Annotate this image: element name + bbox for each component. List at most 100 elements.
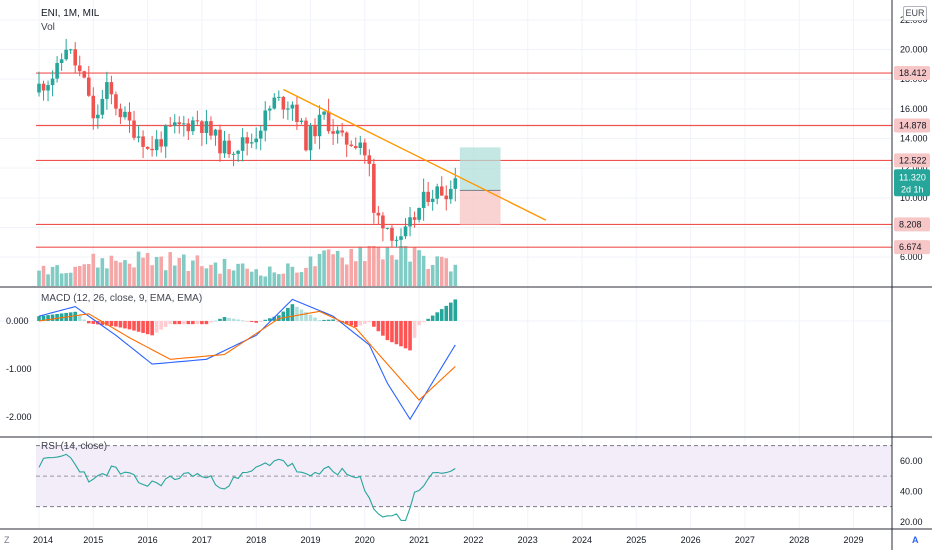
macd-histogram-bar bbox=[50, 314, 55, 321]
candle-body bbox=[249, 142, 254, 144]
macd-histogram-bar bbox=[55, 313, 59, 321]
volume-bar bbox=[426, 268, 430, 286]
price-level-badge-label: 18.412 bbox=[899, 68, 927, 78]
time-axis-tick: 2027 bbox=[735, 535, 755, 545]
macd-histogram-bar bbox=[37, 316, 41, 321]
candle-body bbox=[399, 236, 403, 240]
candle-body bbox=[363, 142, 367, 156]
volume-bar bbox=[331, 254, 335, 286]
macd-histogram-bar bbox=[267, 318, 272, 321]
macd-pane[interactable] bbox=[37, 298, 458, 421]
volume-bar bbox=[322, 250, 326, 286]
macd-histogram-bar bbox=[150, 320, 154, 336]
candle-body bbox=[421, 191, 426, 208]
macd-histogram-bar bbox=[408, 320, 412, 351]
candle-body bbox=[403, 226, 408, 237]
price-level-badge bbox=[894, 217, 930, 232]
volume-bar bbox=[127, 263, 132, 286]
candle-body bbox=[313, 126, 317, 137]
time-axis-tick: 2015 bbox=[83, 535, 103, 545]
candle-body bbox=[118, 108, 123, 118]
macd-histogram-bar bbox=[86, 320, 91, 324]
candle-body bbox=[430, 198, 435, 202]
macd-histogram-bar bbox=[313, 317, 317, 321]
volume-bar bbox=[367, 246, 372, 286]
time-axis-tick: 2018 bbox=[246, 535, 266, 545]
candle-body bbox=[213, 129, 218, 136]
macd-histogram-bar bbox=[41, 315, 46, 321]
volume-bar bbox=[209, 264, 213, 286]
macd-histogram-bar bbox=[195, 320, 200, 325]
candle-body bbox=[154, 139, 159, 151]
price-pane[interactable] bbox=[36, 38, 892, 286]
volume-bar bbox=[68, 272, 73, 286]
macd-axis-tick: -2.000 bbox=[6, 412, 32, 422]
macd-histogram-bar bbox=[426, 318, 430, 321]
volume-bar bbox=[358, 246, 363, 286]
rsi-axis-tick: 60.00 bbox=[900, 456, 923, 466]
candle-body bbox=[123, 111, 127, 118]
candle-body bbox=[209, 121, 213, 136]
macd-histogram-bar bbox=[209, 320, 213, 323]
candle-body bbox=[200, 121, 204, 133]
volume-bar bbox=[231, 270, 236, 286]
volume-bar bbox=[123, 260, 127, 286]
macd-histogram-bar bbox=[372, 320, 376, 327]
time-axis-tick: 2026 bbox=[681, 535, 701, 545]
candle-body bbox=[191, 120, 195, 132]
volume-bar bbox=[86, 264, 91, 286]
candle-body bbox=[204, 121, 209, 133]
macd-histogram-bar bbox=[390, 320, 394, 343]
macd-histogram-bar bbox=[385, 320, 390, 341]
price-level-badge bbox=[894, 66, 930, 81]
candle-body bbox=[435, 186, 439, 199]
candle-body bbox=[340, 130, 344, 133]
macd-histogram-bar bbox=[381, 320, 385, 336]
volume-bar bbox=[286, 263, 290, 286]
volume-bar bbox=[290, 266, 295, 286]
volume-bar bbox=[236, 263, 240, 286]
volume-bar bbox=[390, 255, 394, 286]
macd-histogram-bar bbox=[136, 320, 141, 332]
rsi-pane[interactable] bbox=[36, 445, 892, 522]
macd-histogram-bar bbox=[109, 320, 114, 327]
volume-bar bbox=[412, 247, 417, 286]
candle-body bbox=[444, 195, 449, 200]
macd-histogram-bar bbox=[127, 320, 132, 330]
price-level-badge-label: 6.674 bbox=[899, 242, 922, 252]
volume-bar bbox=[136, 251, 141, 286]
price-axis-tick: 20.000 bbox=[900, 45, 928, 55]
macd-histogram-bar bbox=[105, 320, 109, 326]
macd-histogram-bar bbox=[358, 320, 363, 326]
time-axis-tick: 2023 bbox=[518, 535, 538, 545]
last-price-badge bbox=[894, 169, 930, 197]
currency-button[interactable]: EUR bbox=[903, 6, 927, 21]
time-axis-tick: 2014 bbox=[33, 535, 53, 545]
candle-body bbox=[86, 77, 91, 96]
timezone-button: Z bbox=[4, 535, 10, 545]
volume-bar bbox=[227, 269, 231, 286]
macd-histogram-bar bbox=[367, 320, 372, 323]
volume-bar bbox=[182, 254, 186, 286]
macd-histogram-bar bbox=[344, 320, 349, 324]
volume-bar bbox=[82, 264, 87, 286]
candle-body bbox=[91, 95, 96, 119]
macd-axis-tick: -1.000 bbox=[6, 364, 32, 374]
macd-histogram-bar bbox=[281, 311, 286, 321]
macd-histogram-bar bbox=[263, 319, 268, 321]
last-price-countdown: 2d 1h bbox=[901, 184, 924, 194]
macd-histogram-bar bbox=[299, 309, 304, 321]
macd-histogram-bar bbox=[114, 320, 118, 327]
macd-histogram-bar bbox=[394, 320, 399, 345]
candle-body bbox=[82, 71, 87, 78]
candle-body bbox=[286, 108, 290, 110]
macd-histogram-bar bbox=[439, 309, 444, 321]
rsi-line bbox=[38, 453, 456, 522]
candle-body bbox=[195, 120, 200, 122]
volume-bar bbox=[430, 264, 435, 286]
candle-body bbox=[37, 83, 41, 93]
volume-bar bbox=[73, 266, 77, 286]
volume-bar bbox=[240, 263, 245, 286]
macd-histogram-bar bbox=[295, 306, 299, 321]
